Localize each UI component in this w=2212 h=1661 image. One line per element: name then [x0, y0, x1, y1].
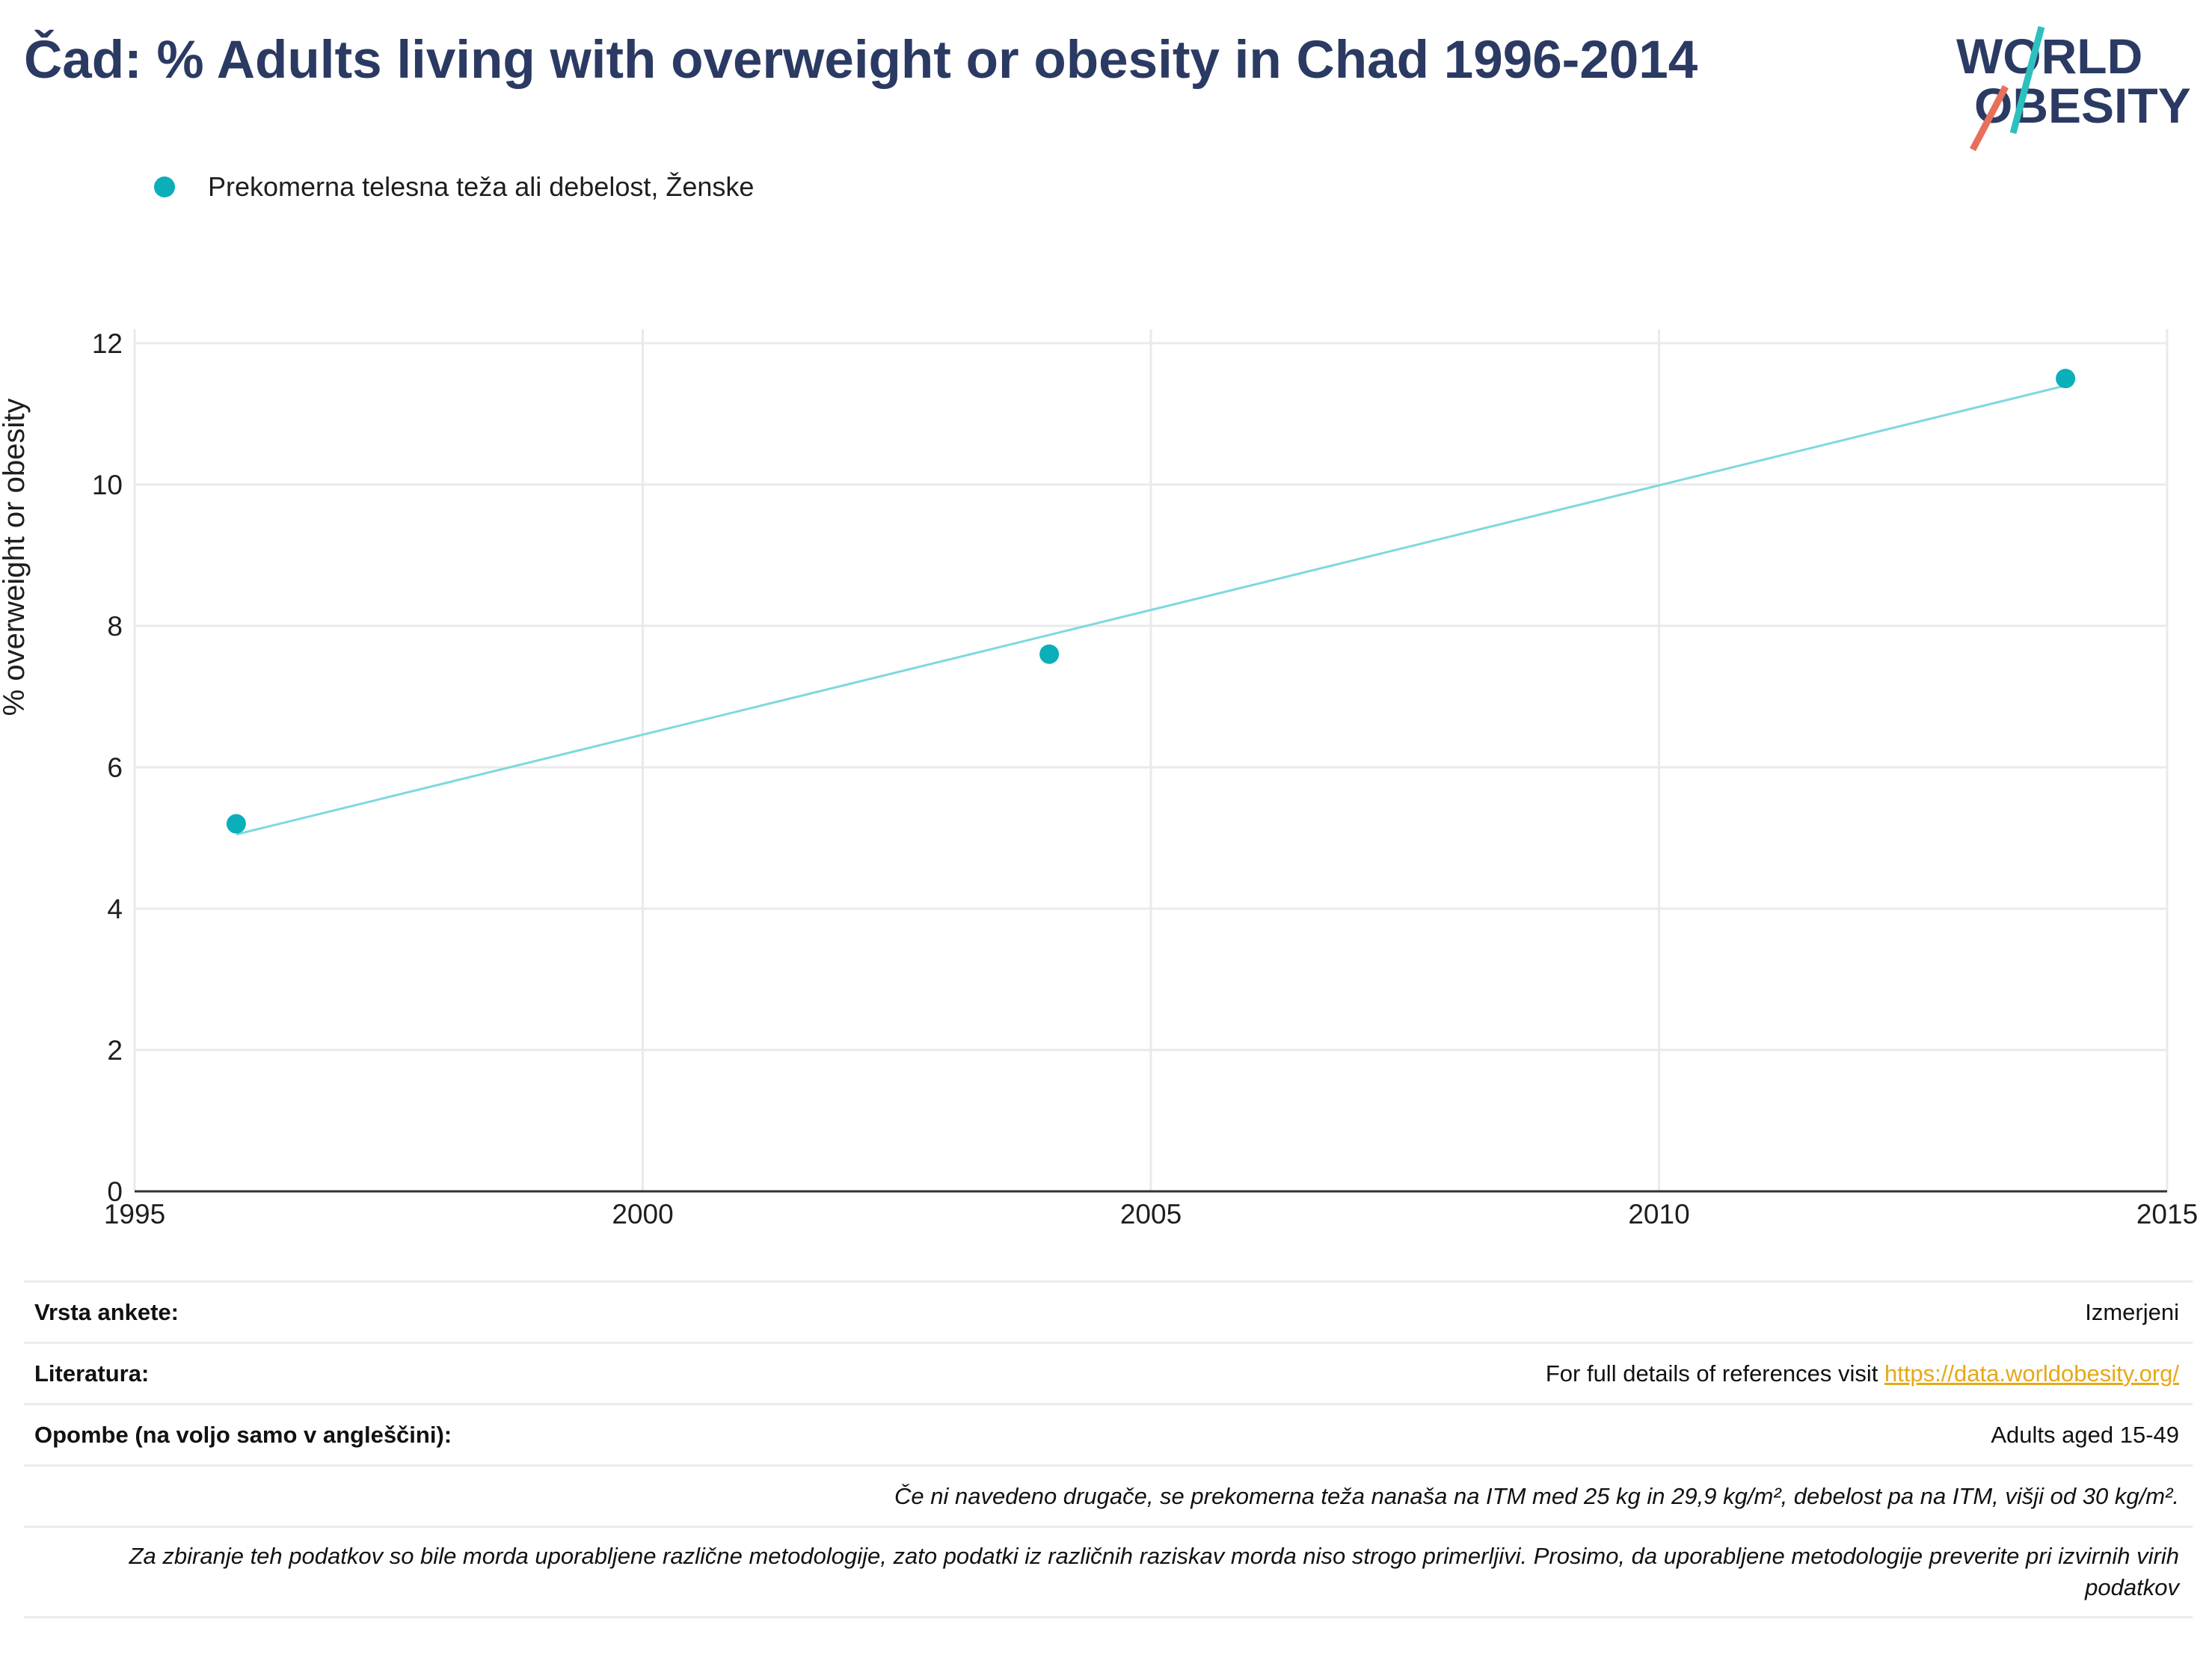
x-tick-label: 2010 — [1628, 1199, 1689, 1229]
meta-notes-row: Opombe (na voljo samo v angleščini): Adu… — [24, 1403, 2193, 1464]
x-tick-label: 2000 — [612, 1199, 673, 1229]
chart-title: Čad: % Adults living with overweight or … — [24, 31, 1698, 90]
survey-type-label: Vrsta ankete: — [34, 1298, 179, 1325]
data-point — [2056, 369, 2076, 389]
metadata-table: Vrsta ankete: Izmerjeni Literatura: For … — [24, 1280, 2193, 1618]
x-tick-label: 2005 — [1120, 1199, 1182, 1229]
world-obesity-logo: WORLD OBESITY — [1956, 25, 2191, 152]
y-tick-label: 6 — [107, 752, 123, 783]
references-value: For full details of references visit htt… — [1546, 1360, 2179, 1387]
logo-line-1: WORLD — [1956, 28, 2142, 84]
trend-line — [236, 384, 2066, 836]
chart-area: 0 2 4 6 8 10 12 1995 2000 2005 2010 2015 — [92, 328, 2198, 1229]
meta-methodology-row: Za zbiranje teh podatkov so bile morda u… — [24, 1526, 2193, 1618]
x-tick-label: 2015 — [2136, 1199, 2198, 1229]
legend-label: Prekomerna telesna teža ali debelost, Že… — [208, 171, 755, 202]
y-tick-label: 0 — [107, 1176, 123, 1207]
meta-survey-type-row: Vrsta ankete: Izmerjeni — [24, 1280, 2193, 1342]
references-label: Literatura: — [34, 1360, 150, 1387]
y-tick-label: 10 — [92, 470, 123, 500]
references-link[interactable]: https://data.worldobesity.org/ — [1884, 1360, 2179, 1387]
meta-definition-row: Če ni navedeno drugače, se prekomerna te… — [24, 1464, 2193, 1526]
logo-slash-teal — [2009, 25, 2045, 135]
data-point — [1039, 644, 1060, 664]
y-tick-label: 12 — [92, 328, 123, 359]
meta-references-row: Literatura: For full details of referenc… — [24, 1342, 2193, 1403]
methodology-note: Za zbiranje teh podatkov so bile morda u… — [129, 1543, 2179, 1600]
logo-slash-coral — [1970, 85, 2009, 152]
definition-note: Če ni navedeno drugače, se prekomerna te… — [894, 1482, 2179, 1509]
legend: Prekomerna telesna teža ali debelost, Že… — [154, 169, 754, 205]
logo-line-2: OBESITY — [1974, 78, 2191, 133]
legend-marker — [154, 176, 175, 197]
x-tick-label: 1995 — [104, 1199, 165, 1229]
references-text: For full details of references visit — [1545, 1360, 1884, 1387]
data-point — [226, 814, 246, 834]
notes-label: Opombe (na voljo samo v angleščini): — [34, 1421, 452, 1448]
y-tick-label: 8 — [107, 611, 123, 642]
y-tick-label: 4 — [107, 894, 123, 924]
y-tick-label: 2 — [107, 1035, 123, 1066]
survey-type-value: Izmerjeni — [2085, 1298, 2179, 1325]
notes-value: Adults aged 15-49 — [1991, 1421, 2179, 1448]
